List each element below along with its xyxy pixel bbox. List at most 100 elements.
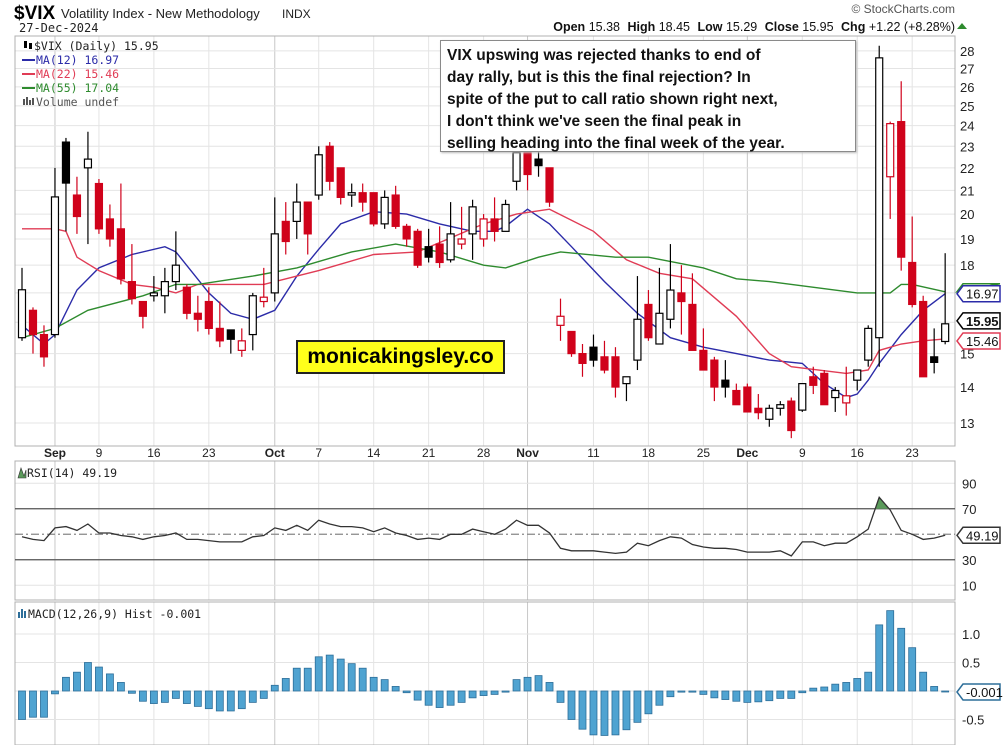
- macd-histogram-bar: [84, 662, 92, 692]
- candle: [699, 328, 708, 371]
- macd-histogram-bar: [51, 690, 59, 695]
- candle: [94, 178, 104, 234]
- candle-body: [919, 300, 928, 378]
- open-value: 15.38: [589, 20, 620, 34]
- macd-histogram-bar: [270, 684, 279, 692]
- candle: [754, 394, 763, 420]
- macd-histogram-bar: [864, 671, 873, 692]
- candle: [215, 301, 224, 348]
- macd-histogram-bar: [380, 679, 389, 692]
- candle: [193, 295, 202, 332]
- macd-histogram-bar: [314, 656, 323, 692]
- x-tick-label: 23: [906, 446, 920, 460]
- candle: [435, 226, 444, 268]
- candle: [732, 383, 741, 406]
- rsi-title: RSI(14) 49.19: [27, 466, 117, 480]
- annotation-line: spite of the put to call ratio shown rig…: [447, 91, 778, 108]
- x-tick-label: Oct: [265, 446, 285, 460]
- candle: [831, 387, 840, 412]
- macd-histogram-bar: [578, 690, 587, 730]
- macd-histogram-bar: [237, 690, 246, 710]
- candle: [204, 287, 213, 335]
- macd-tick-label: 1.0: [962, 627, 980, 642]
- macd-histogram-bar: [743, 690, 752, 703]
- candle: [248, 292, 257, 351]
- candle-body: [457, 238, 466, 245]
- x-tick-label: 16: [147, 446, 161, 460]
- macd-histogram-bar: [677, 690, 686, 693]
- candle-body: [303, 201, 312, 235]
- candle: [259, 267, 268, 308]
- candle-body: [710, 359, 719, 388]
- macd-histogram-bar: [138, 690, 147, 702]
- candle-body: [171, 264, 180, 283]
- macd-histogram-bar: [545, 682, 554, 692]
- candle: [424, 228, 433, 263]
- candle-body: [468, 206, 477, 235]
- macd-histogram-bar: [413, 690, 422, 701]
- y-tick-label: 20: [960, 207, 974, 222]
- candle: [446, 202, 455, 263]
- x-tick-label: 14: [367, 446, 381, 460]
- candle: [116, 183, 126, 285]
- rsi-panel: [15, 496, 955, 561]
- candle-body: [83, 158, 93, 169]
- macd-histogram-bar: [303, 667, 312, 692]
- candle: [875, 45, 884, 367]
- macd-histogram-bar: [842, 682, 851, 692]
- macd-histogram-bar: [512, 679, 521, 692]
- macd-histogram-bar: [117, 682, 125, 692]
- candle: [358, 183, 367, 212]
- macd-histogram-bar: [589, 690, 598, 736]
- candle: [655, 267, 664, 345]
- legend-ma55: MA(55) 17.04: [36, 81, 119, 95]
- candle: [160, 267, 169, 314]
- candle: [578, 343, 587, 377]
- candle: [325, 142, 334, 191]
- x-tick-label: 23: [202, 446, 216, 460]
- candle-body: [688, 303, 697, 351]
- candle: [721, 360, 730, 398]
- candle: [556, 298, 565, 341]
- macd-histogram-bar: [248, 690, 257, 703]
- macd-value-tag-shape: [956, 683, 1001, 701]
- candle: [864, 325, 873, 367]
- rsi-tick-label: 30: [962, 553, 976, 568]
- candle: [127, 244, 136, 305]
- candle: [820, 370, 829, 406]
- candle-body: [820, 372, 829, 406]
- candle: [666, 244, 675, 329]
- candle-body: [611, 356, 620, 388]
- macd-histogram-bar: [347, 663, 356, 692]
- y-tick-label: 24: [960, 119, 974, 134]
- macd-histogram-bar: [336, 658, 345, 692]
- candle-body: [259, 296, 268, 303]
- candle: [787, 397, 796, 439]
- candle: [336, 167, 345, 205]
- ohlc-summary: Open 15.38 High 18.45 Low 15.29 Close 15…: [553, 20, 955, 34]
- candle: [479, 214, 488, 247]
- legend-price: $VIX (Daily) 15.95: [34, 39, 159, 53]
- macd-histogram-bar: [127, 690, 136, 694]
- macd-histogram-bar: [402, 690, 411, 694]
- candle-body: [578, 352, 587, 364]
- y-tick-label: 21: [960, 183, 974, 198]
- macd-legend-icon: [18, 609, 26, 618]
- x-tick-label: Dec: [736, 446, 758, 460]
- macd-histogram-bar: [149, 690, 158, 704]
- candle: [182, 284, 191, 320]
- candle-body: [182, 286, 191, 314]
- macd-histogram-bar: [215, 690, 224, 712]
- candle: [83, 131, 93, 245]
- macd-histogram-bar: [886, 610, 895, 692]
- macd-histogram-bar: [171, 690, 180, 699]
- y-tick-label: 19: [960, 232, 974, 247]
- macd-histogram-bar: [710, 690, 719, 699]
- y-tick-label: 13: [960, 416, 974, 431]
- candle: [677, 265, 686, 335]
- annotation-line: day rally, but is this the final rejecti…: [447, 69, 751, 86]
- candle-body: [435, 243, 444, 264]
- exchange: INDX: [282, 7, 311, 21]
- macd-histogram-bar: [292, 667, 301, 692]
- candle: [501, 199, 510, 232]
